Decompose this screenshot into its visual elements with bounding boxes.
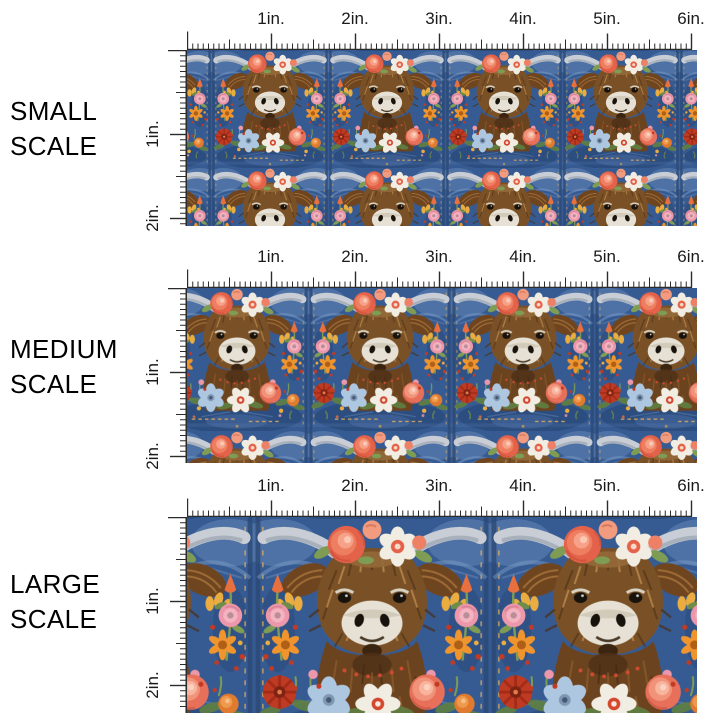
horizontal-ruler [187,498,693,517]
hruler-inch-label: 1in. [257,476,285,495]
hruler-inch-label: 2in. [341,9,369,28]
horizontal-ruler-labels: 1in. 2in. 3in. 4in. 5in. 6in. [187,9,704,31]
vruler-inch-label: 1in. [143,120,162,148]
hruler-inch-label: 3in. [425,476,453,495]
section-medium-scale: MEDIUM SCALE 1in. 2in. 3in. 4in. 5in. 6in. 1i… [0,238,720,470]
hruler-inch-label: 5in. [593,9,621,28]
hruler-inch-label: 6in. [677,9,705,28]
section-small-scale: SMALL SCALE 1in. 2in. 3in. 4in. 5in. 6in. 1in… [0,0,720,232]
hruler-inch-label: 4in. [509,247,537,266]
horizontal-ruler [187,269,693,288]
fabric-swatch-medium [187,288,697,463]
vruler-inch-label: 2in. [143,671,162,699]
hruler-inch-label: 2in. [341,476,369,495]
hruler-inch-label: 5in. [593,247,621,266]
hruler-inch-label: 1in. [257,9,285,28]
scale-label-line: SCALE [10,131,98,161]
fabric-swatch-small [187,50,697,226]
scale-label-small: SMALL SCALE [10,94,97,164]
fabric-swatch-large [187,517,697,713]
hruler-inch-label: 2in. [341,247,369,266]
vertical-ruler-labels: 1in. 2in. [142,517,164,713]
horizontal-ruler-labels: 1in. 2in. 3in. 4in. 5in. 6in. [187,476,704,498]
scale-label-line: SCALE [10,604,98,634]
vertical-ruler-labels: 1in. 2in. [142,288,164,469]
hruler-inch-label: 1in. [257,247,285,266]
scale-label-line: LARGE [10,569,101,599]
vertical-ruler [168,288,187,463]
scale-label-line: MEDIUM [10,334,118,364]
section-large-scale: LARGE SCALE 1in. 2in. 3in. 4in. 5in. 6in. 1in… [0,467,720,713]
hruler-inch-label: 4in. [509,476,537,495]
scale-label-large: LARGE SCALE [10,567,100,637]
hruler-inch-label: 4in. [509,9,537,28]
vertical-ruler [168,50,187,226]
hruler-inch-label: 3in. [425,9,453,28]
vertical-ruler-labels: 1in. 2in. [142,50,164,231]
scale-label-line: SCALE [10,369,98,399]
vertical-ruler [168,517,187,713]
horizontal-ruler [187,31,693,50]
hruler-inch-label: 5in. [593,476,621,495]
vruler-inch-label: 2in. [143,204,162,232]
hruler-inch-label: 6in. [677,247,705,266]
horizontal-ruler-labels: 1in. 2in. 3in. 4in. 5in. 6in. [187,247,704,269]
hruler-inch-label: 3in. [425,247,453,266]
scale-label-medium: MEDIUM SCALE [10,332,118,402]
vruler-inch-label: 1in. [143,587,162,615]
hruler-inch-label: 6in. [677,476,705,495]
scale-label-line: SMALL [10,96,98,126]
vruler-inch-label: 1in. [143,358,162,386]
